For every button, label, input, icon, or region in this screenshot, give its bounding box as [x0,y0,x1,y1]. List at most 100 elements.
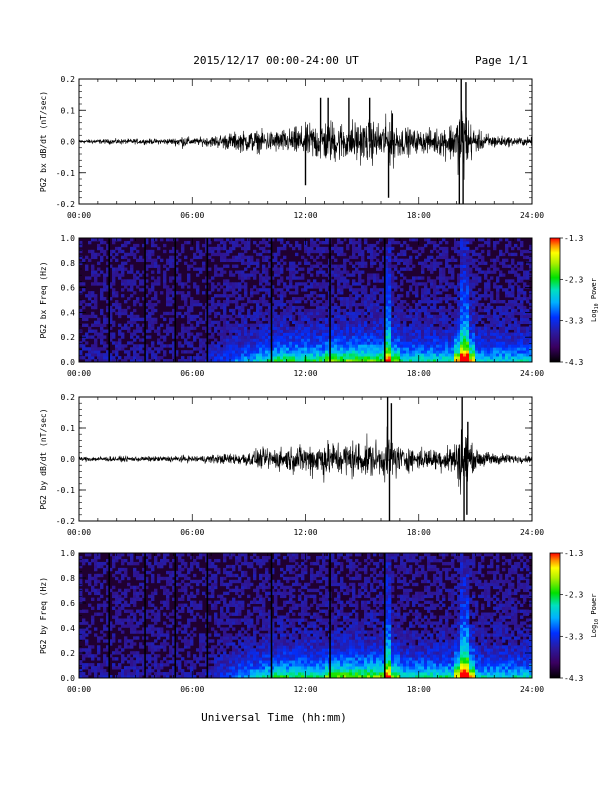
spectrogram-cell [367,276,371,280]
spectrogram-cell [208,359,212,363]
spectrogram-cell [433,320,437,325]
spectrogram-cell [523,329,527,333]
spectrogram-cell [172,341,176,345]
spectrogram-cell [493,246,497,251]
spectrogram-cell [529,353,533,357]
spectrogram-cell [436,335,440,339]
spectrogram-cell [427,297,431,301]
spectrogram-cell [253,335,257,339]
spectrogram-cell [478,297,482,301]
spectrogram-cell [463,276,467,280]
spectrogram-cell [427,308,431,313]
spectrogram-cell [439,338,443,342]
spectrogram-cell [256,359,260,363]
spectrogram-cell [94,252,98,257]
spectrogram-cell [334,359,338,363]
spectrogram-cell [517,326,521,330]
spectrogram-cell [310,264,314,268]
spectrogram-cell [97,243,101,248]
spectrogram-cell [331,320,335,325]
spectrogram-cell [118,311,122,316]
spectrogram-cell [454,338,458,342]
spectrogram-cell [163,264,167,268]
spectrogram-cell [325,341,329,345]
spectrogram-cell [349,285,353,289]
spectrogram-cell [454,314,458,319]
spectrogram-cell [385,314,389,319]
spectrogram-cell [310,335,314,339]
spectrogram-cell [448,294,452,298]
spectrogram-cell [115,657,119,661]
spectrogram-cell [208,246,212,251]
spectrogram-cell [385,305,389,310]
spectrogram-cell [427,264,431,268]
spectrogram-cell [385,335,389,339]
spectrogram-cell [394,297,398,301]
spectrogram-cell [238,243,242,248]
spectrogram-cell [298,297,302,301]
spectrogram-cell [94,344,98,348]
spectrogram-cell [355,311,359,316]
spectrogram-cell [196,267,200,271]
spectrogram-cell [385,308,389,313]
spectrogram-cell [268,317,272,322]
spectrogram-cell [115,350,119,354]
spectrogram-cell [502,300,506,304]
spectrogram-cell [460,297,464,301]
spectrogram-cell [298,329,302,333]
spectrogram-cell [490,335,494,339]
spectrogram-cell [388,270,392,274]
spectrogram-cell [370,305,374,310]
spectrogram-cell [349,238,353,242]
spectrogram-cell [277,273,281,277]
spectrogram-cell [385,258,389,263]
spectrogram-cell [388,317,392,322]
spectrogram-cell [337,335,341,339]
spectrogram-cell [154,356,158,360]
spectrogram-cell [226,314,230,319]
spectrogram-cell [235,323,239,327]
spectrogram-cell [91,353,95,357]
spectrogram-cell [187,320,191,325]
spectrogram-cell [211,344,215,348]
spectrogram-cell [247,335,251,339]
spectrogram-cell [448,258,452,263]
spectrogram-cell [523,285,527,289]
spectrogram-cell [316,282,320,286]
spectrogram-cell [211,252,215,257]
spectrogram-cell [355,326,359,330]
spectrogram-cell [352,270,356,274]
spectrogram-cell [397,314,401,319]
spectrogram-cell [442,341,446,345]
spectrogram-cell [433,317,437,322]
spectrogram-cell [118,627,122,631]
spectrogram-cell [301,359,305,363]
spectrogram-cell [334,273,338,277]
spectrogram-cell [334,323,338,327]
spectrogram-cell [133,597,137,602]
spectrogram-cell [265,329,269,333]
spectrogram-cell [514,344,518,348]
spectrogram-cell [457,326,461,330]
spectrogram-cell [211,249,215,254]
spectrogram-cell [319,323,323,327]
spectrogram-cell [457,291,461,295]
spectrogram-cell [148,258,152,263]
spectrogram-cell [106,353,110,357]
spectrogram-cell [136,258,140,263]
spectrogram-cell [445,246,449,251]
spectrogram-cell [520,264,524,268]
spectrogram-cell [409,261,413,265]
spectrogram-cell [130,285,134,289]
spectrogram-cell [358,302,362,307]
spectrogram-cell [454,264,458,268]
spectrogram-cell [142,612,146,616]
spectrogram-cell [331,311,335,316]
spectrogram-cell [259,359,263,363]
spectrogram-cell [373,311,377,316]
spectrogram-cell [412,323,416,327]
spectrogram-cell [370,356,374,360]
spectrogram-cell [106,588,110,593]
spectrogram-cell [436,320,440,325]
spectrogram-cell [151,249,155,254]
